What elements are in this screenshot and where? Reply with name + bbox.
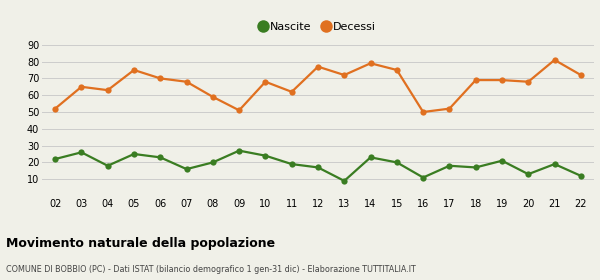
Text: Movimento naturale della popolazione: Movimento naturale della popolazione <box>6 237 275 249</box>
Text: COMUNE DI BOBBIO (PC) - Dati ISTAT (bilancio demografico 1 gen-31 dic) - Elabora: COMUNE DI BOBBIO (PC) - Dati ISTAT (bila… <box>6 265 416 274</box>
Legend: Nascite, Decessi: Nascite, Decessi <box>256 17 380 36</box>
